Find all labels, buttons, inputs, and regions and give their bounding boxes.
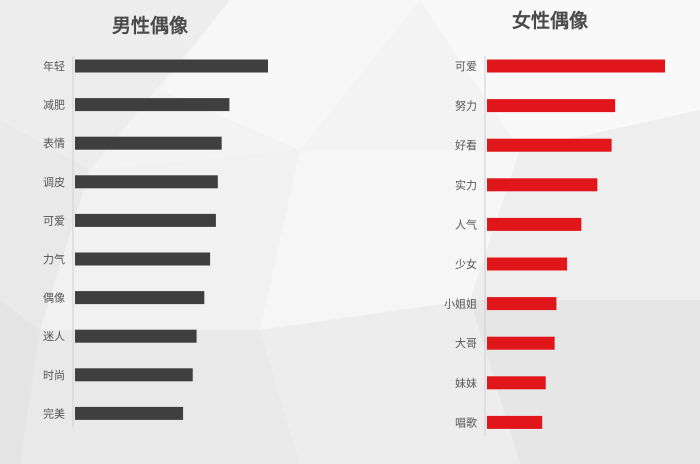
category-label: 表情 (43, 136, 65, 150)
category-label: 人气 (455, 217, 477, 231)
chart-title-female: 女性偶像 (511, 10, 588, 32)
category-label: 少女 (455, 257, 477, 271)
bar-表情 (75, 136, 222, 150)
category-label: 可爱 (455, 60, 477, 73)
category-label: 努力 (455, 99, 477, 113)
bar-减肥 (75, 98, 230, 112)
category-label: 好看 (455, 138, 477, 152)
category-label: 妹妹 (455, 377, 477, 390)
category-label: 力气 (43, 252, 65, 266)
category-label: 时尚 (43, 368, 65, 382)
category-label: 年轻 (43, 59, 65, 73)
bar-偶像 (75, 291, 205, 305)
bar-好看 (487, 138, 612, 152)
bar-小姐姐 (487, 297, 557, 311)
category-label: 调皮 (43, 176, 65, 189)
category-label: 大哥 (455, 336, 477, 350)
category-label: 实力 (455, 178, 477, 192)
category-label: 小姐姐 (444, 297, 477, 311)
category-label: 迷人 (43, 330, 65, 343)
bar-时尚 (75, 368, 193, 382)
category-label: 偶像 (43, 292, 65, 305)
bar-完美 (75, 406, 184, 420)
bar-大哥 (487, 336, 555, 350)
bar-努力 (487, 99, 616, 113)
bar-妹妹 (487, 376, 546, 390)
bar-调皮 (75, 175, 218, 189)
category-label: 减肥 (43, 99, 65, 112)
bar-年轻 (75, 59, 268, 73)
bar-少女 (487, 257, 568, 271)
bar-人气 (487, 217, 582, 231)
bar-唱歌 (487, 415, 543, 429)
category-label: 可爱 (43, 214, 65, 227)
bar-实力 (487, 178, 598, 192)
bar-力气 (75, 252, 211, 266)
bar-可爱 (487, 59, 665, 73)
category-label: 完美 (43, 406, 65, 420)
chart-title-male: 男性偶像 (111, 15, 188, 37)
category-label: 唱歌 (455, 415, 477, 429)
bar-迷人 (75, 329, 197, 343)
bar-可爱 (75, 213, 216, 227)
